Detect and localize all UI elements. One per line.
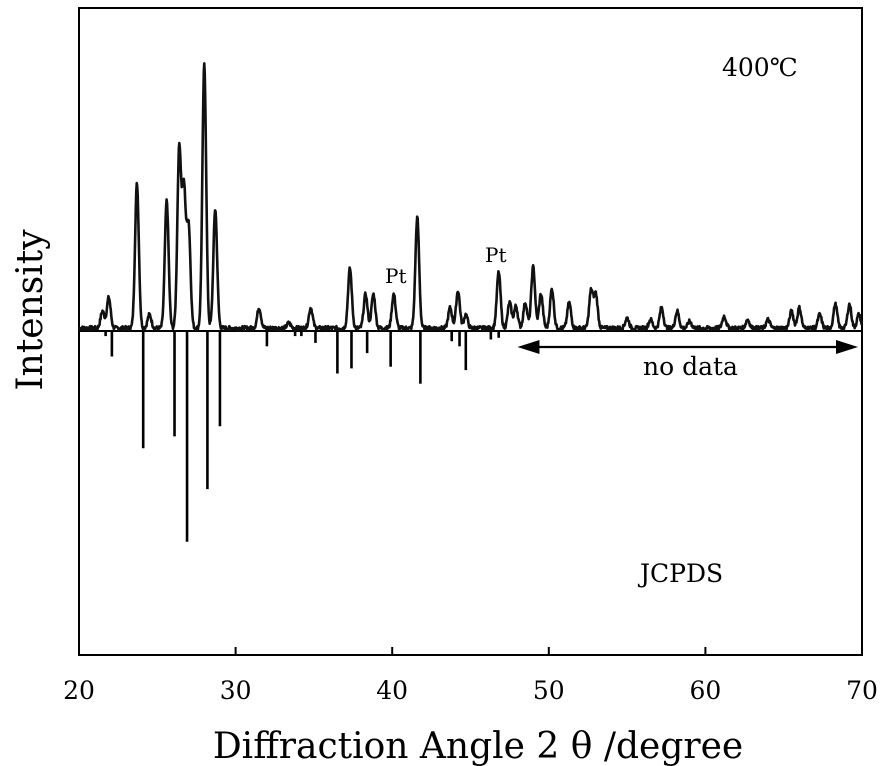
annotation-no-data: no data — [643, 352, 738, 381]
no-data-arrow-right-head — [836, 340, 858, 354]
jcpds-reference-sticks — [104, 331, 500, 542]
x-tick-label: 30 — [220, 676, 252, 705]
x-axis-ticks: 20 30 40 50 60 70 — [63, 647, 878, 705]
annotation-jcpds: JCPDS — [637, 559, 723, 588]
x-tick-label: 20 — [63, 676, 95, 705]
annotation-temperature: 400℃ — [722, 53, 798, 82]
annotation-pt-left: Pt — [385, 264, 407, 288]
no-data-arrow-left-head — [517, 340, 540, 354]
x-axis-title: Diffraction Angle 2 θ /degree — [213, 726, 743, 766]
x-tick-label: 40 — [376, 676, 408, 705]
annotation-pt-right: Pt — [485, 243, 507, 267]
x-tick-label: 60 — [689, 676, 721, 705]
x-tick-label: 70 — [846, 676, 878, 705]
y-axis-title: Intensity — [10, 229, 51, 391]
no-data-range-arrow — [517, 340, 858, 354]
x-tick-label: 50 — [533, 676, 565, 705]
measured-xrd-pattern — [78, 62, 863, 332]
